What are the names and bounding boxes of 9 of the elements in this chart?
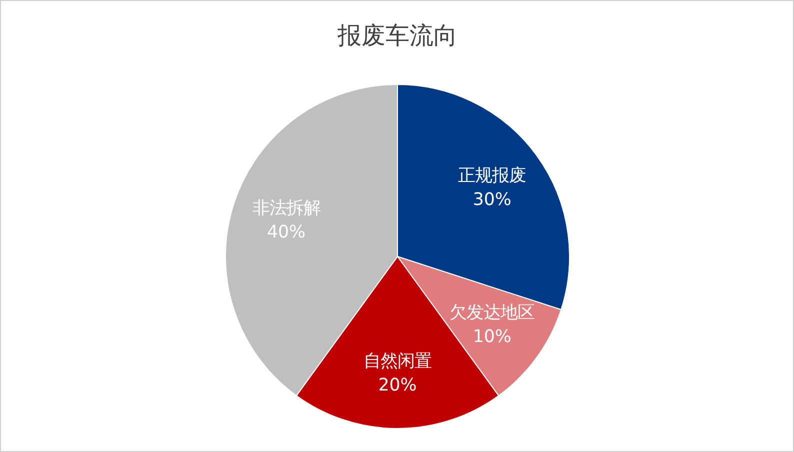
slice-label: 非法拆解 xyxy=(252,198,320,218)
chart-title: 报废车流向 xyxy=(336,22,458,50)
data-label: 30% xyxy=(472,190,512,210)
slice-label: 正规报废 xyxy=(458,166,526,186)
slice-label: 自然闲置 xyxy=(364,351,432,372)
data-label: 40% xyxy=(267,222,306,242)
data-label: 10% xyxy=(472,327,512,348)
slice-label: 欠发达地区 xyxy=(450,303,535,324)
data-label: 20% xyxy=(378,375,417,396)
